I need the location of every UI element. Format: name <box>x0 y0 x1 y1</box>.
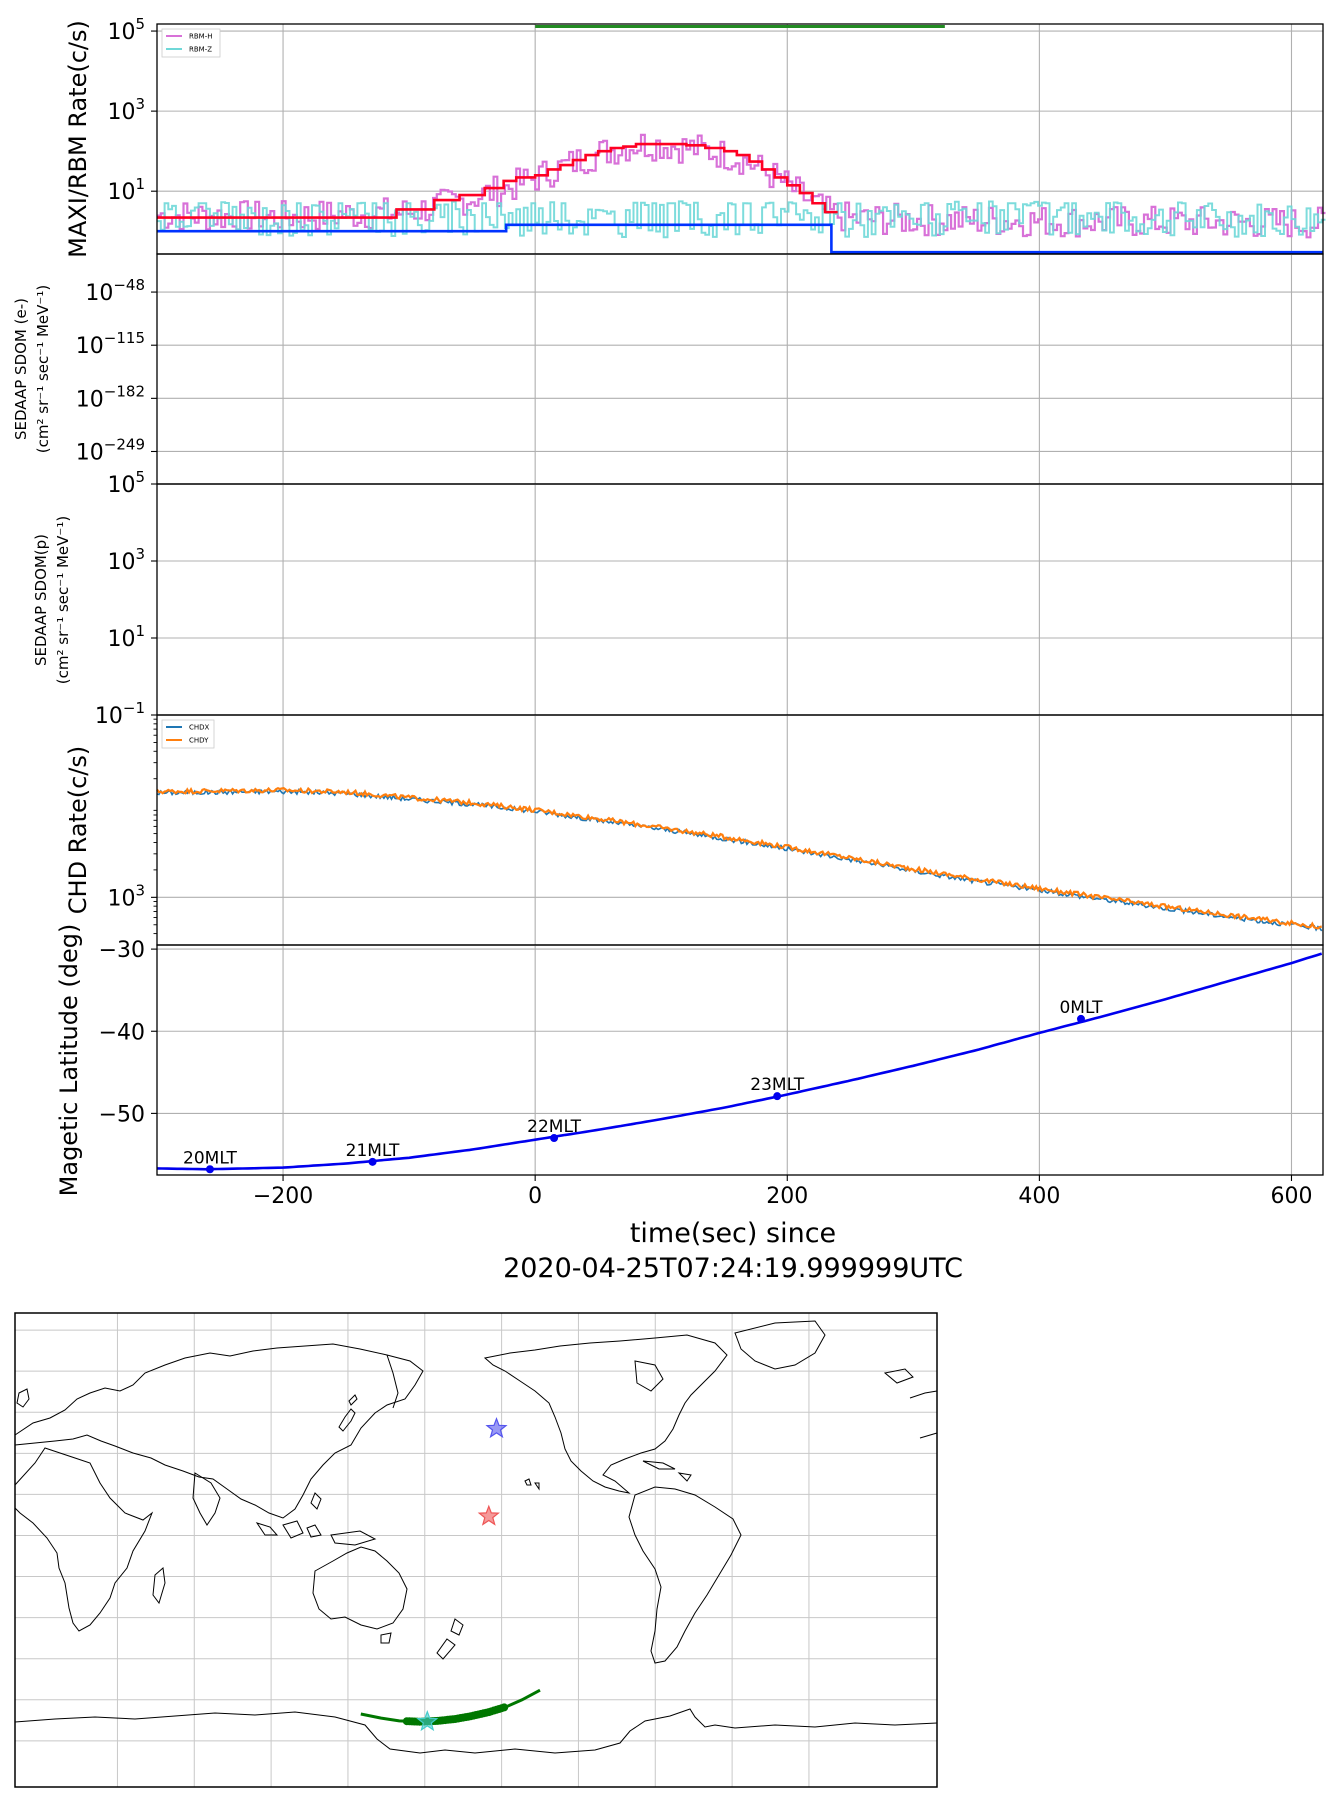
mlt-label: 21MLT <box>346 1141 400 1161</box>
ylabel-sedaap-e-1: SEDAAP SDOM (e-) <box>12 298 30 440</box>
xtick-label: 600 <box>1270 1184 1312 1209</box>
ylabel-sedaap-p-2: (cm² sr⁻¹ sec⁻¹ MeV⁻¹) <box>54 516 72 684</box>
continent-outlines <box>14 1320 938 1754</box>
ylabel-sedaap-e-2: (cm² sr⁻¹ sec⁻¹ MeV⁻¹) <box>34 285 52 453</box>
panel-sedaap-p: 10−1 101 103 105 SEDAAP SDOM(p) (cm² sr⁻¹ s… <box>32 468 1324 729</box>
xtick-label: 200 <box>766 1184 808 1209</box>
legend-chdx: CHDX <box>189 724 210 732</box>
mlt-marker <box>368 1157 377 1166</box>
japan-outline <box>338 1394 358 1432</box>
caribbean-outline <box>642 1460 692 1482</box>
panel-maxi-rbm: 101 103 105 RBM-H RBM-Z MAXI/RBM Rate(c/s) <box>64 15 1326 258</box>
ytick-label: 105 <box>107 15 145 45</box>
europe-right-outline <box>909 1390 938 1439</box>
cyan-star <box>416 1709 439 1732</box>
panel-world-map <box>14 1312 938 1788</box>
greenland-outline <box>734 1320 826 1370</box>
north-america-outline <box>483 1334 728 1494</box>
south-america-outline <box>628 1486 742 1664</box>
mlt-label: 20MLT <box>183 1148 237 1168</box>
britain-outline <box>16 1388 30 1408</box>
hudson-outline <box>634 1360 664 1392</box>
antarctica-outline <box>14 1708 938 1754</box>
legend-rbm: RBM-H RBM-Z <box>161 28 221 58</box>
series-chdy <box>156 786 1322 930</box>
mlt-marker <box>1076 1014 1085 1023</box>
hawaii-outline <box>524 1478 540 1491</box>
legend-rbm-z: RBM-Z <box>189 46 212 54</box>
ylabel-sedaap-p-1: SEDAAP SDOM(p) <box>32 534 50 666</box>
ytick-label: 10−1 <box>95 699 145 729</box>
ytick-label: 10−249 <box>76 435 145 465</box>
xlabel-line-1: time(sec) since <box>630 1218 836 1249</box>
mlt-label: 22MLT <box>527 1117 581 1137</box>
ytick-label: 103 <box>107 881 145 911</box>
mlt-label: 23MLT <box>750 1075 804 1095</box>
ylabel-chd: CHD Rate(c/s) <box>64 746 92 914</box>
ytick-label: 103 <box>107 545 145 575</box>
panel-sedaap-e: 10−48 10−115 10−182 10−249 SEDAAP SDOM (e-)… <box>12 253 1324 485</box>
ytick-label: 103 <box>107 95 145 125</box>
africa-outline <box>14 1447 154 1632</box>
ytick-label: 101 <box>107 175 145 205</box>
mlt-label: 0MLT <box>1059 998 1103 1018</box>
panel-chd: 103 CHDX CHDY CHD Rate(c/s) <box>64 714 1324 946</box>
legend-chdy: CHDY <box>189 737 209 745</box>
panel-maglat: 20MLT 21MLT 22MLT 23MLT 0MLT −30 −40 −50 −200 0 2… <box>55 924 1324 1284</box>
xtick-label: −200 <box>253 1184 313 1209</box>
mlt-marker <box>205 1165 214 1174</box>
madagascar-outline <box>152 1567 166 1605</box>
ytick-label: −50 <box>99 1102 145 1127</box>
eurasia-outline <box>14 1343 424 1519</box>
xtick-label: 0 <box>528 1184 542 1209</box>
xlabel-line-2: 2020-04-25T07:24:19.999999UTC <box>503 1253 963 1284</box>
series-maxi-blue <box>157 223 1323 254</box>
iceland-outline <box>883 1368 914 1384</box>
india-outline <box>192 1472 221 1526</box>
ytick-label: 101 <box>107 622 145 652</box>
ytick-label: 10−48 <box>85 276 145 306</box>
series-maxi-red <box>157 142 838 219</box>
mlt-marker <box>550 1134 559 1143</box>
islands-outline <box>255 1492 377 1546</box>
new-zealand-outline <box>436 1618 464 1660</box>
red-star <box>477 1504 500 1526</box>
australia-outline <box>312 1546 408 1630</box>
ytick-label: 10−115 <box>76 329 145 359</box>
blue-star <box>485 1417 508 1439</box>
ylabel-maglat: Magetic Latitude (deg) <box>55 924 83 1197</box>
legend-chd: CHDX CHDY <box>161 719 215 749</box>
ytick-label: 105 <box>107 468 145 498</box>
ytick-label: −40 <box>99 1020 145 1045</box>
ytick-label: 10−182 <box>76 382 145 412</box>
kamchatka-outline <box>386 1354 399 1409</box>
ylabel-maxi-rbm: MAXI/RBM Rate(c/s) <box>64 20 92 258</box>
tasmania-outline <box>380 1632 392 1644</box>
mlt-marker <box>773 1092 782 1101</box>
legend-rbm-h: RBM-H <box>189 33 213 41</box>
series-maglat <box>156 952 1323 1171</box>
xtick-label: 400 <box>1018 1184 1060 1209</box>
ytick-label: −30 <box>99 938 145 963</box>
track-point <box>500 1703 509 1712</box>
